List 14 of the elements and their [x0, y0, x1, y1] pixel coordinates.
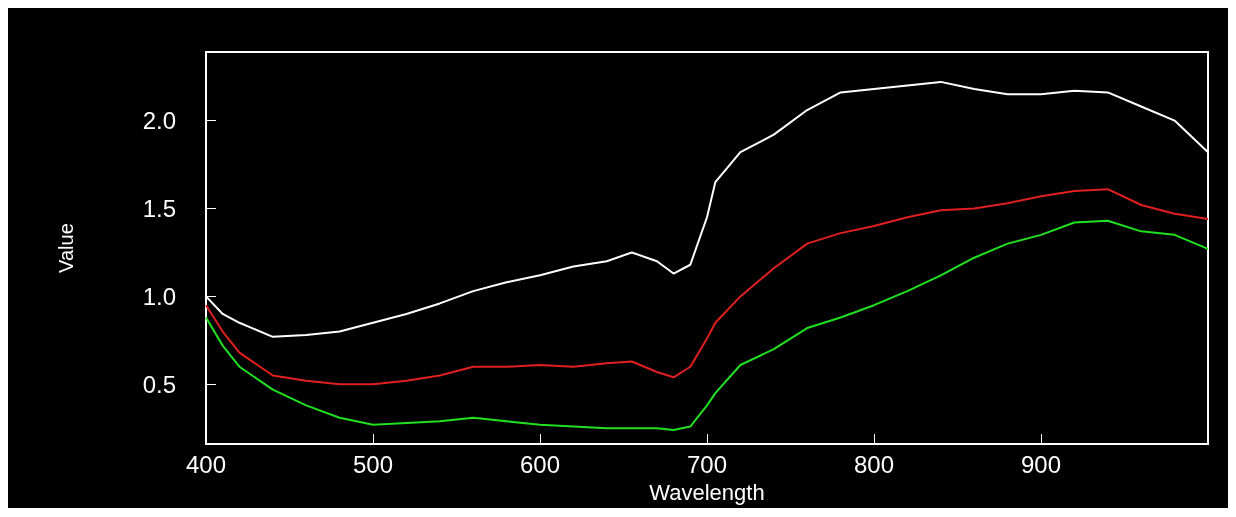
line-series	[205, 188, 1209, 386]
y-tick-label: 0.5	[142, 370, 176, 398]
x-tick-label: 800	[853, 450, 895, 478]
x-tick-label: 500	[352, 450, 394, 478]
x-tick-label: 600	[519, 450, 561, 478]
line-series	[205, 219, 1209, 432]
y-axis-title: Value	[55, 223, 77, 273]
y-tick-label: 1.0	[142, 282, 176, 310]
x-axis-title: Wavelength	[649, 479, 765, 505]
x-tick-label: 900	[1020, 450, 1062, 478]
y-tick-label: 2.0	[142, 107, 176, 135]
x-tick-label: 700	[686, 450, 728, 478]
x-tick-label: 400	[185, 450, 227, 478]
y-tick-label: 1.5	[142, 194, 176, 222]
